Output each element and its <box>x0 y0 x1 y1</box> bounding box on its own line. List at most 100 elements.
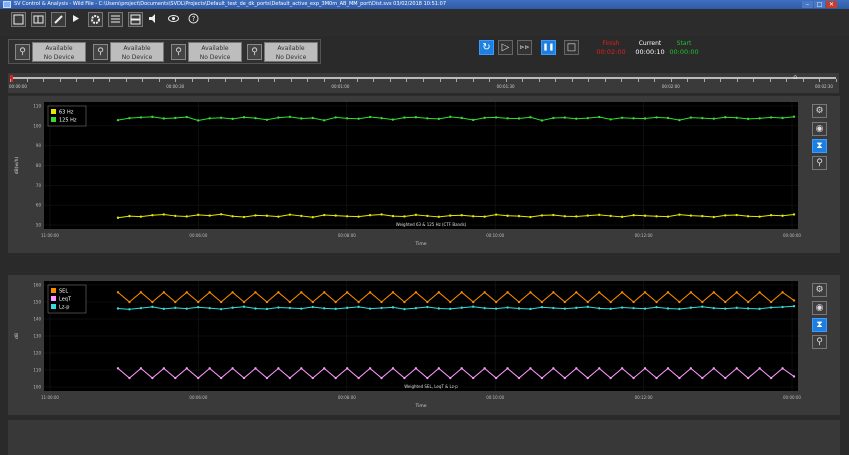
timeline-scrubber[interactable]: 00:00:00 00:00:30 00:01:00 00:01:30 00:02:00… <box>8 73 839 93</box>
timeline-tick <box>571 79 573 82</box>
data-point <box>792 299 796 302</box>
x-tick-label: 11:00:00 <box>41 233 59 238</box>
hourglass-icon[interactable]: ⧗ <box>812 318 827 332</box>
data-point <box>632 306 635 310</box>
data-point <box>426 376 429 380</box>
end-cursor-icon[interactable]: ⌂ <box>793 73 798 81</box>
data-point <box>563 307 567 310</box>
data-point <box>781 116 784 120</box>
timeline-tick <box>720 79 722 82</box>
timeline-tick <box>472 79 474 82</box>
data-point <box>678 376 681 380</box>
eye-icon[interactable]: ◉ <box>812 301 827 315</box>
data-point <box>231 215 234 218</box>
gear-icon[interactable]: ⚙ <box>812 104 827 118</box>
data-point <box>643 117 647 120</box>
timeline-tick <box>703 79 705 82</box>
data-point <box>162 307 166 311</box>
hourglass-icon[interactable]: ⧗ <box>812 139 827 153</box>
x-tick-label: 00:00:00 <box>783 395 801 400</box>
data-point <box>792 305 796 308</box>
minimize-button[interactable]: – <box>802 1 813 8</box>
loop-button[interactable]: ↻ <box>479 40 494 55</box>
data-point <box>300 291 303 294</box>
pause-button[interactable]: ❚❚ <box>541 40 556 55</box>
data-point <box>758 117 761 120</box>
x-tick-label: 00:12:00 <box>635 395 653 400</box>
list-icon[interactable] <box>108 12 123 27</box>
data-point <box>277 291 280 294</box>
help-icon[interactable]: ? <box>186 12 201 27</box>
speaker-icon[interactable] <box>146 12 161 27</box>
chart-1[interactable]: 110 100 90 80 70 60 50 11:00:00 00:06:00 00:08:00… <box>8 96 840 253</box>
gear-icon[interactable]: ⚙ <box>812 283 827 297</box>
eye-icon[interactable]: ◉ <box>812 122 827 136</box>
timeline-tick <box>456 79 458 82</box>
arrow-icon[interactable] <box>68 12 83 27</box>
data-point <box>689 367 693 370</box>
timeline-tick <box>637 79 639 82</box>
device-slot-3[interactable]: ⚲ Available No Device <box>169 42 243 62</box>
timeline-label: 00:02:30 <box>815 84 833 89</box>
data-point <box>288 300 292 304</box>
data-point <box>368 291 372 294</box>
pen-icon[interactable] <box>51 12 66 27</box>
data-point <box>368 367 372 370</box>
zoom-icon[interactable]: ⚲ <box>812 156 827 170</box>
data-point <box>689 291 693 294</box>
data-point <box>540 119 544 122</box>
data-point <box>758 307 761 311</box>
y-tick-label: 160 <box>33 283 41 288</box>
data-point <box>242 215 246 219</box>
data-point <box>735 367 738 370</box>
data-point <box>620 306 624 309</box>
timeline-tick <box>489 79 491 82</box>
eye-icon[interactable] <box>166 12 181 27</box>
maximize-button[interactable]: □ <box>814 1 825 8</box>
timeline-tick <box>753 79 755 82</box>
data-point <box>345 306 349 310</box>
data-point <box>380 300 383 304</box>
data-point <box>586 116 589 120</box>
data-point <box>300 307 303 310</box>
zoom-icon[interactable]: ⚲ <box>812 335 827 349</box>
device-slot-1[interactable]: ⚲ Available No Device <box>13 42 87 62</box>
legend-swatch <box>51 296 56 301</box>
panels-icon[interactable] <box>31 12 46 27</box>
device-slot-2[interactable]: ⚲ Available No Device <box>91 42 165 62</box>
grid-icon[interactable] <box>128 12 143 27</box>
data-point <box>563 300 567 304</box>
data-point <box>345 117 349 120</box>
data-point <box>231 117 234 121</box>
playhead-marker[interactable] <box>10 75 13 82</box>
close-button[interactable]: ✕ <box>826 1 837 8</box>
fast-forward-button[interactable]: ⊳⊳ <box>517 40 532 55</box>
data-point <box>403 116 406 119</box>
data-point <box>300 117 303 120</box>
stop-button[interactable]: □ <box>564 40 579 55</box>
timeline-tick <box>208 79 210 82</box>
data-point <box>724 307 727 310</box>
finish-label: Finish <box>602 40 620 47</box>
data-point <box>449 300 452 304</box>
data-point <box>701 305 704 308</box>
data-point <box>208 291 211 294</box>
data-point <box>506 367 509 370</box>
timeline-track[interactable] <box>10 77 836 79</box>
data-point <box>116 367 120 370</box>
gear-icon[interactable] <box>88 12 103 27</box>
data-point <box>724 300 727 304</box>
data-point <box>598 213 601 217</box>
probe-icon: ⚲ <box>93 44 108 60</box>
data-point <box>288 213 292 216</box>
play-button[interactable]: ▷ <box>498 40 513 55</box>
series-line-125-hz <box>117 116 795 122</box>
device-slot-4[interactable]: ⚲ Available No Device <box>245 42 319 62</box>
timeline-tick <box>670 79 672 82</box>
data-point <box>345 215 349 218</box>
window-title: SV Control & Analysis - Wild File - C:\U… <box>14 1 447 7</box>
layout-icon[interactable] <box>11 12 26 27</box>
data-point <box>598 115 601 119</box>
data-point <box>323 213 326 217</box>
